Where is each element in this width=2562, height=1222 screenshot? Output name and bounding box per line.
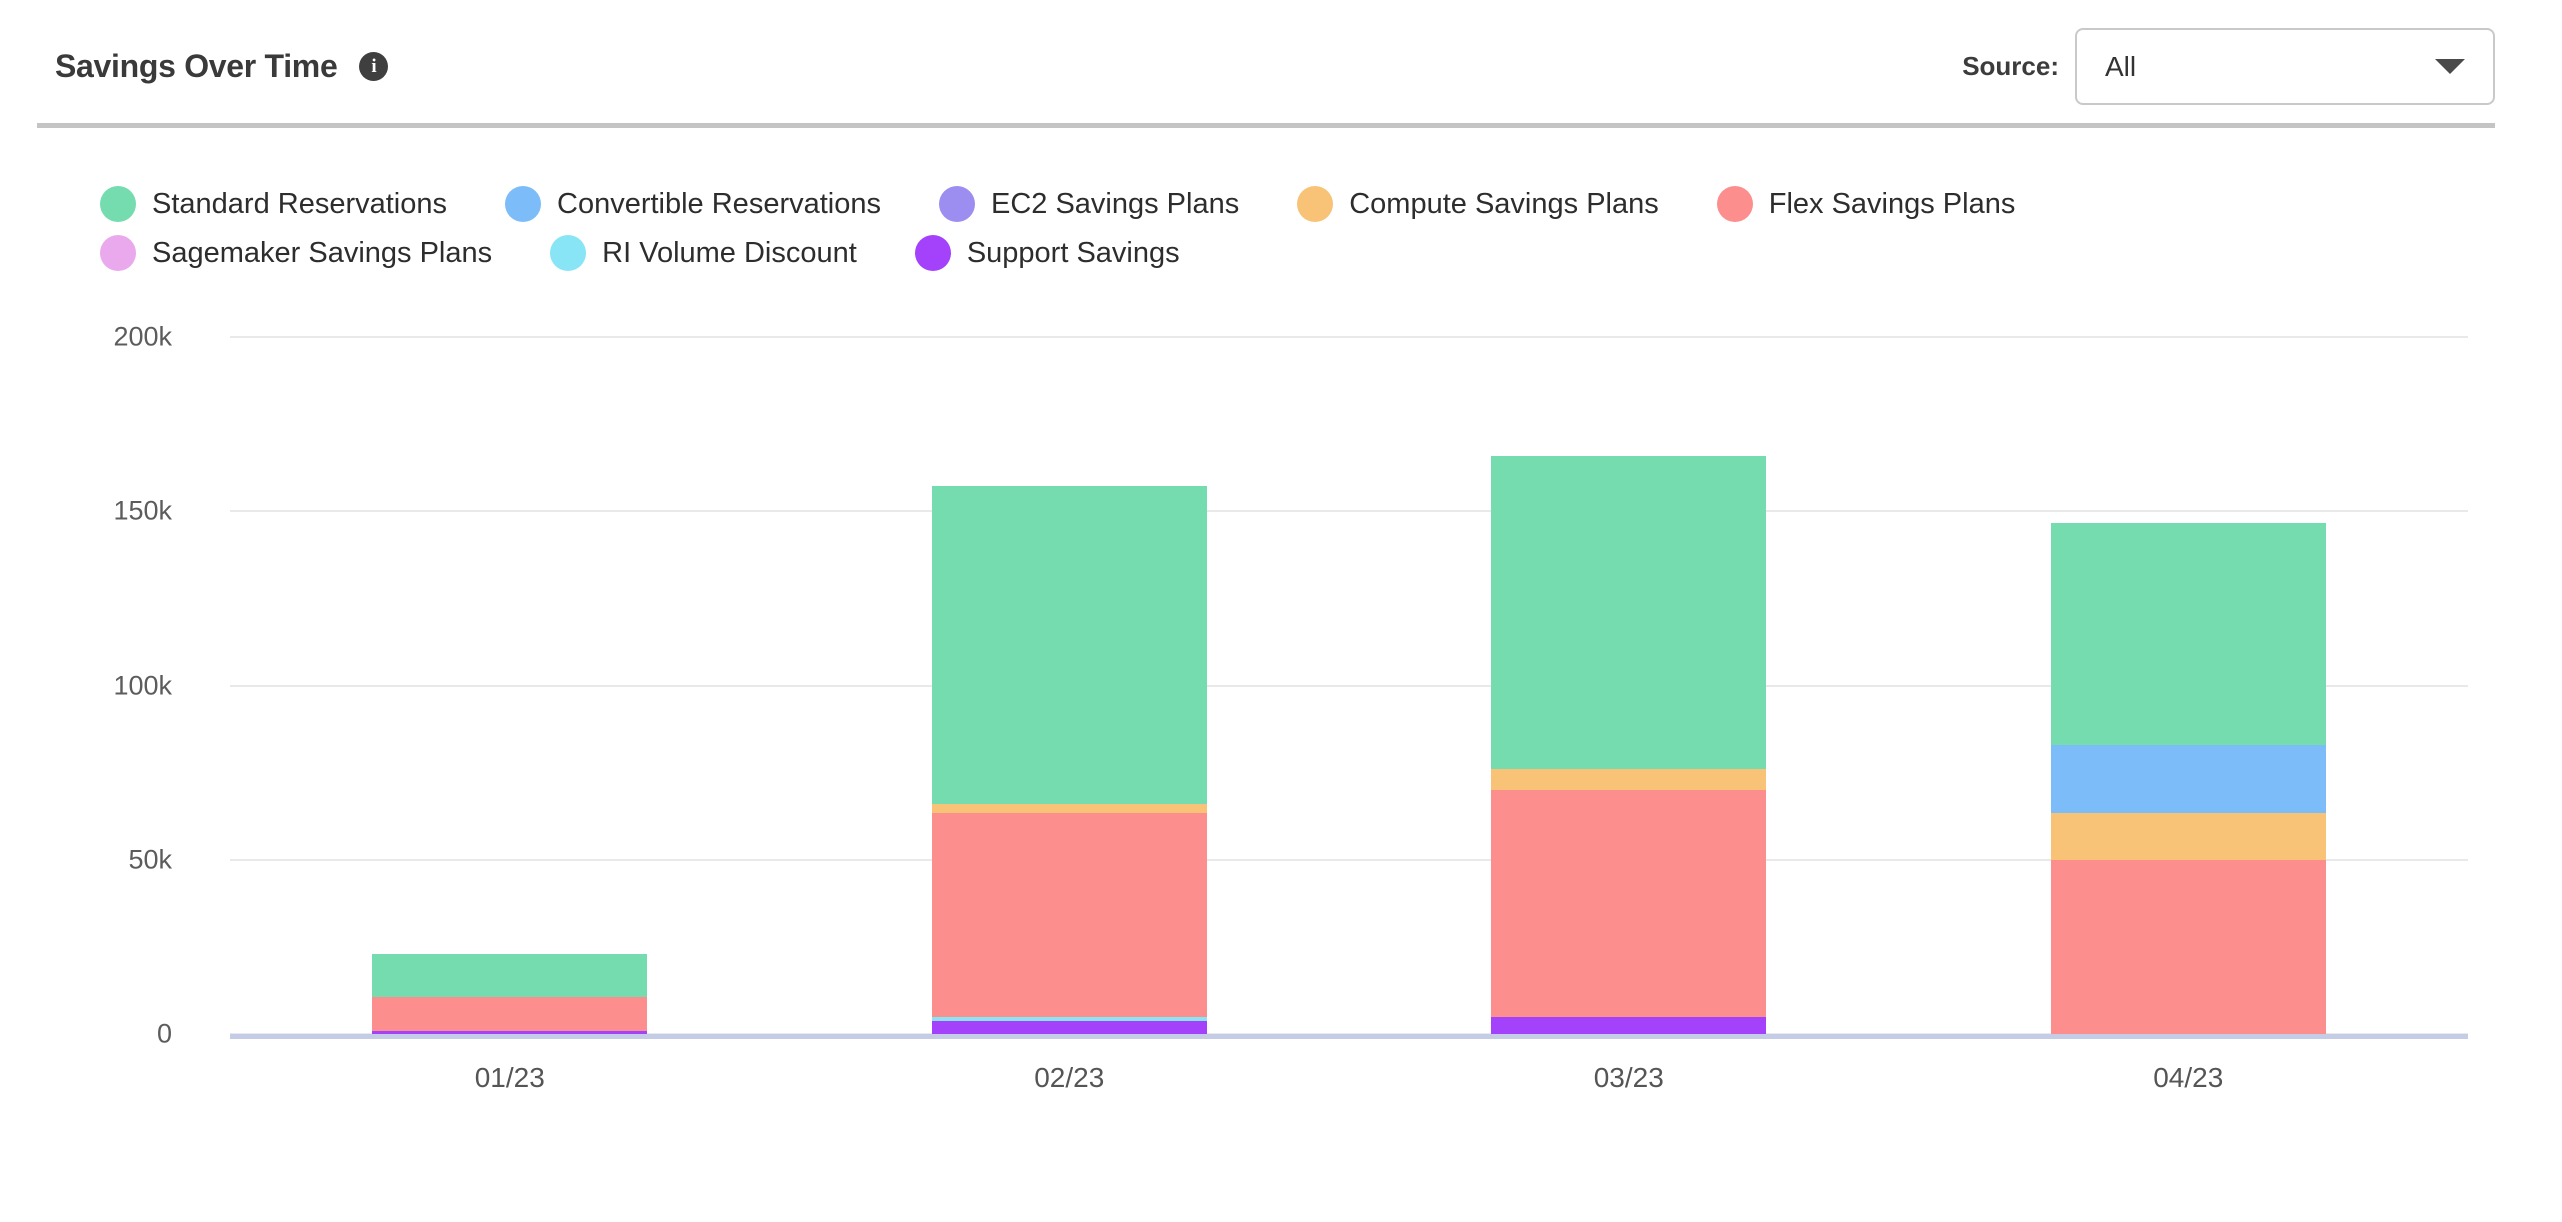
legend-dot: [100, 186, 136, 222]
bar-segment[interactable]: [2050, 859, 2326, 1034]
bar-segment[interactable]: [2050, 744, 2326, 813]
gridline-150k: 150k: [113, 496, 2468, 526]
legend-item[interactable]: EC2 Savings Plans: [938, 186, 1240, 222]
panel-title-group: Savings Over Time i: [55, 48, 389, 85]
legend-row-break: [100, 222, 2502, 235]
legend-item[interactable]: Convertible Reservations: [505, 186, 881, 222]
bar-segment[interactable]: [1491, 1016, 1767, 1034]
bar-slot-02/23: [790, 337, 1350, 1034]
bar-slot-03/23: [1349, 337, 1909, 1034]
y-axis-tick-label: 0: [156, 1018, 172, 1049]
legend-label: Standard Reservations: [152, 187, 447, 220]
legend-item[interactable]: Standard Reservations: [100, 186, 447, 222]
legend-label: EC2 Savings Plans: [990, 187, 1240, 220]
y-axis-tick-label: 150k: [113, 495, 172, 526]
source-label: Source:: [1962, 51, 2059, 81]
gridline-200k: 200k: [113, 322, 2468, 352]
y-axis-tick-label: 50k: [128, 844, 172, 875]
plot-area: 200k 150k 100k 50k 0 01/23 02/23 03/23 04/23: [113, 322, 2468, 1093]
panel-header: Savings Over Time i Source: All: [0, 0, 2562, 123]
legend-label: Flex Savings Plans: [1768, 187, 2016, 220]
y-axis-tick-label: 200k: [113, 321, 172, 352]
x-axis-label: 01/23: [474, 1062, 545, 1093]
legend-item[interactable]: Support Savings: [914, 235, 1180, 271]
legend-label: Sagemaker Savings Plans: [152, 236, 493, 269]
legend-dot: [914, 235, 951, 271]
source-filter: Source: All: [1962, 28, 2495, 105]
savings-over-time-panel: Savings Over Time i Source: All Standard…: [0, 0, 2562, 1093]
legend-label: Convertible Reservations: [557, 187, 881, 220]
legend-label: RI Volume Discount: [602, 236, 857, 269]
gridline-50k: 50k: [128, 844, 2468, 874]
bar-segment[interactable]: [2050, 812, 2326, 860]
stacked-bar-02/23[interactable]: [931, 485, 1207, 1034]
bar-segment[interactable]: [931, 1017, 1207, 1021]
legend-dot: [100, 235, 136, 271]
x-axis-label: 04/23: [2153, 1062, 2224, 1093]
legend-label: Support Savings: [966, 236, 1180, 269]
stacked-bar-04/23[interactable]: [2050, 523, 2326, 1034]
bar-segment[interactable]: [372, 1030, 648, 1034]
gridline-100k: 100k: [113, 670, 2468, 700]
bar-slot-04/23: [1909, 337, 2469, 1034]
bars-layer: [230, 337, 2468, 1034]
legend-item[interactable]: Sagemaker Savings Plans: [100, 235, 492, 271]
bar-segment[interactable]: [1491, 790, 1767, 1017]
legend-item[interactable]: Compute Savings Plans: [1297, 186, 1659, 222]
header-divider: [37, 123, 2495, 128]
bar-segment[interactable]: [931, 485, 1207, 805]
legend-item[interactable]: Flex Savings Plans: [1716, 186, 2016, 222]
bar-segment[interactable]: [931, 1020, 1207, 1034]
stacked-bar-01/23[interactable]: [372, 953, 648, 1034]
legend-dot: [1297, 186, 1334, 222]
x-axis-label: 03/23: [1593, 1062, 1664, 1093]
bar-segment[interactable]: [2050, 523, 2326, 745]
stacked-bar-03/23[interactable]: [1491, 455, 1767, 1034]
bar-slot-01/23: [230, 337, 790, 1034]
savings-chart: 200k 150k 100k 50k 0 01/23 02/23 03/23 04/23: [0, 322, 2562, 1093]
bar-segment[interactable]: [1491, 455, 1767, 770]
source-dropdown-value: All: [2105, 50, 2137, 82]
bar-segment[interactable]: [931, 813, 1207, 1018]
info-icon[interactable]: i: [359, 52, 389, 81]
y-axis-tick-label: 100k: [113, 670, 172, 700]
x-axis-labels: 01/23 02/23 03/23 04/23: [230, 1062, 2468, 1094]
legend-dot: [505, 186, 541, 222]
legend-dot: [938, 186, 975, 222]
legend-dot: [1716, 186, 1753, 222]
bar-segment[interactable]: [372, 997, 648, 1031]
legend-item[interactable]: RI Volume Discount: [550, 235, 857, 271]
x-axis-line: [230, 1034, 2468, 1039]
legend-dot: [550, 235, 587, 271]
chart-legend: Standard Reservations Convertible Reserva…: [100, 186, 2502, 271]
chevron-down-icon: [2435, 59, 2465, 74]
page-title: Savings Over Time: [55, 48, 338, 84]
x-axis-label: 02/23: [1034, 1062, 1105, 1093]
bar-segment[interactable]: [931, 804, 1207, 814]
source-dropdown[interactable]: All: [2075, 28, 2495, 105]
bar-segment[interactable]: [372, 953, 648, 998]
legend-label: Compute Savings Plans: [1349, 187, 1659, 220]
bar-segment[interactable]: [1491, 769, 1767, 791]
